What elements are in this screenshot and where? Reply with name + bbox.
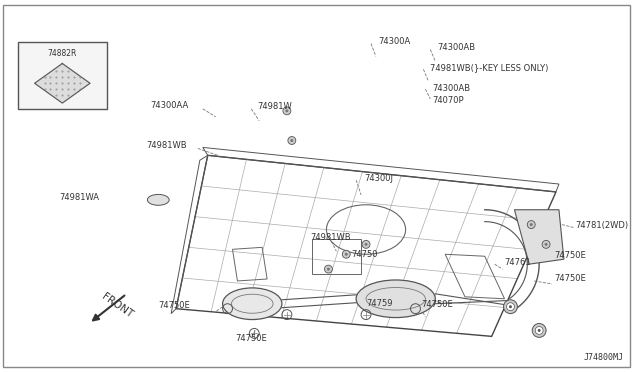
Ellipse shape bbox=[223, 288, 282, 320]
Circle shape bbox=[530, 223, 532, 226]
Circle shape bbox=[535, 327, 543, 334]
Circle shape bbox=[285, 109, 289, 112]
Text: 74750E: 74750E bbox=[554, 275, 586, 283]
Circle shape bbox=[327, 267, 330, 270]
Circle shape bbox=[291, 139, 293, 142]
Text: 74750E: 74750E bbox=[554, 251, 586, 260]
Text: 74759: 74759 bbox=[366, 299, 392, 308]
Circle shape bbox=[527, 221, 535, 228]
Circle shape bbox=[362, 240, 370, 248]
Bar bbox=[18, 42, 107, 109]
Circle shape bbox=[342, 250, 350, 258]
Circle shape bbox=[509, 305, 512, 308]
Circle shape bbox=[504, 300, 517, 314]
Circle shape bbox=[545, 243, 548, 246]
Text: 74981WB: 74981WB bbox=[147, 141, 187, 150]
Text: 74882R: 74882R bbox=[47, 49, 77, 58]
Text: 74750E: 74750E bbox=[158, 301, 190, 310]
Text: J74800MJ: J74800MJ bbox=[583, 353, 623, 362]
Circle shape bbox=[288, 137, 296, 144]
Ellipse shape bbox=[356, 280, 435, 318]
Text: 74300J: 74300J bbox=[364, 174, 393, 183]
Polygon shape bbox=[35, 64, 90, 103]
Text: 74300AB: 74300AB bbox=[437, 43, 476, 52]
Text: 74761: 74761 bbox=[504, 258, 531, 267]
Text: 74300AB: 74300AB bbox=[432, 84, 470, 93]
Circle shape bbox=[365, 243, 367, 246]
Circle shape bbox=[506, 303, 515, 311]
Text: 74300A: 74300A bbox=[378, 37, 410, 46]
Text: 74750E: 74750E bbox=[421, 300, 453, 309]
Text: 74981W: 74981W bbox=[257, 102, 292, 111]
Text: 74781(2WD): 74781(2WD) bbox=[576, 221, 629, 230]
Circle shape bbox=[345, 253, 348, 256]
Circle shape bbox=[538, 329, 541, 332]
Circle shape bbox=[542, 240, 550, 248]
Bar bbox=[312, 240, 361, 274]
Text: 74750E: 74750E bbox=[236, 334, 267, 343]
Text: FRONT: FRONT bbox=[99, 292, 134, 320]
Text: 74981WB: 74981WB bbox=[310, 233, 351, 242]
Text: 74750: 74750 bbox=[351, 250, 378, 259]
Ellipse shape bbox=[147, 195, 169, 205]
Circle shape bbox=[324, 265, 332, 273]
Text: 74981WB(}-KEY LESS ONLY): 74981WB(}-KEY LESS ONLY) bbox=[430, 63, 548, 72]
Circle shape bbox=[283, 107, 291, 115]
Text: 74981WA: 74981WA bbox=[60, 193, 99, 202]
Text: 74300AA: 74300AA bbox=[150, 101, 189, 110]
Circle shape bbox=[532, 324, 546, 337]
Text: 74070P: 74070P bbox=[432, 96, 464, 105]
Polygon shape bbox=[515, 210, 564, 264]
